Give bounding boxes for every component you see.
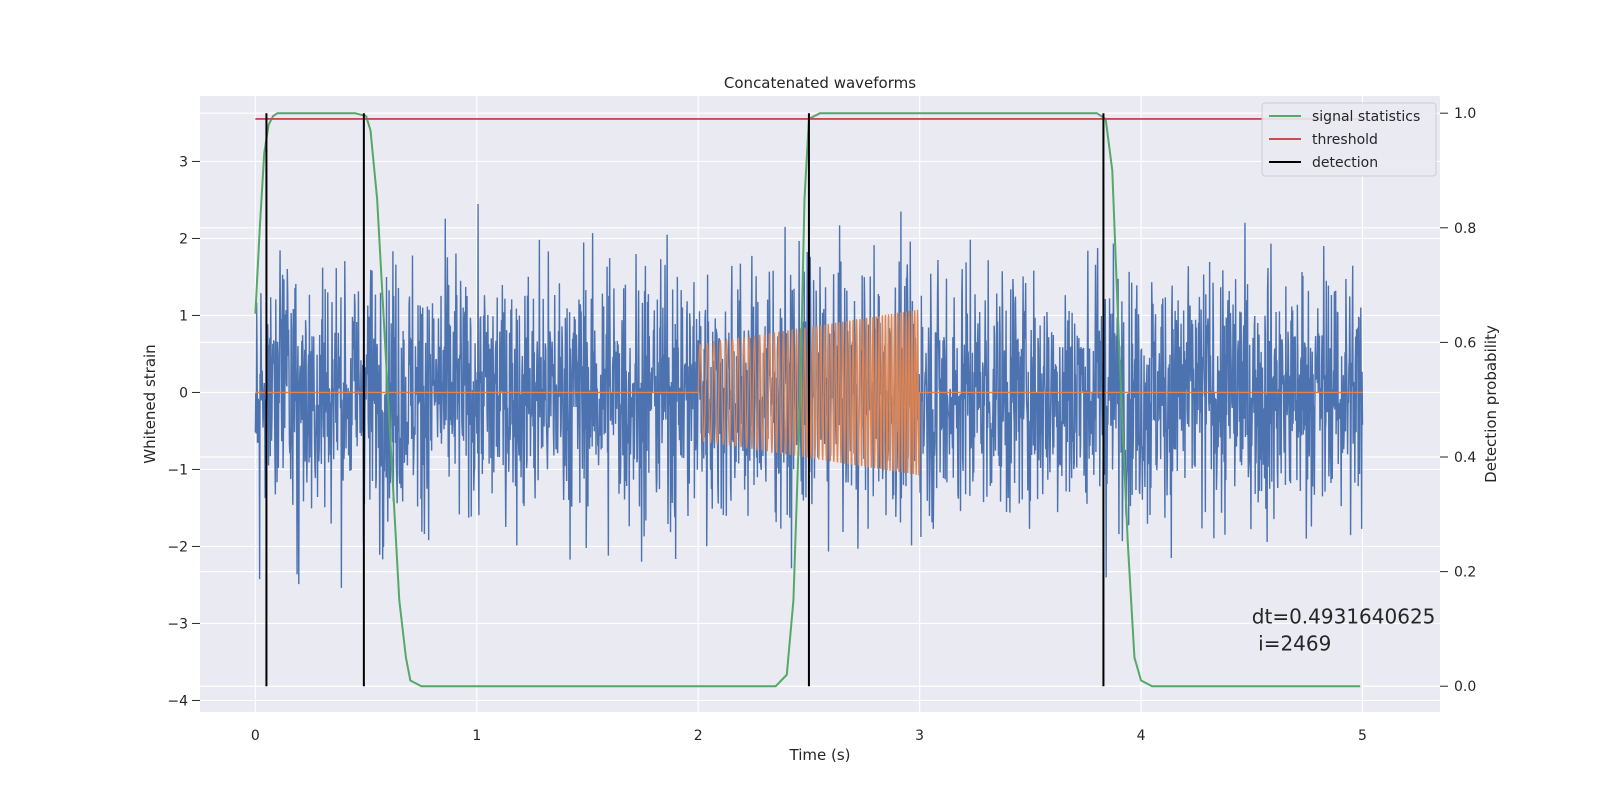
y-tick-label: −2	[167, 539, 188, 555]
annotation-dt: dt=0.4931640625	[1252, 604, 1436, 628]
y2-axis-label: Detection probability	[1482, 325, 1500, 483]
series-signal-statistics-line	[254, 112, 1361, 688]
legend-label-threshold: threshold	[1312, 132, 1378, 148]
y2-axis: 0.0 0.2 0.4 0.6 0.8 1.0	[1440, 106, 1476, 695]
legend-box	[1261, 102, 1437, 177]
legend-label-detection: detection	[1312, 155, 1378, 171]
y2-tick-label: 0.6	[1454, 335, 1476, 351]
series-layer	[254, 112, 1364, 688]
y-tick-label: −3	[167, 616, 188, 632]
y-tick-label: −4	[167, 693, 188, 709]
chart-title: Concatenated waveforms	[724, 74, 916, 92]
legend: signal statistics threshold detection	[1261, 102, 1437, 177]
y2-tick-label: 0.2	[1454, 565, 1476, 581]
x-tick-label: 5	[1358, 728, 1367, 744]
y2-tick-label: 0.0	[1454, 679, 1476, 695]
y-axis-label: Whitened strain	[141, 344, 159, 463]
annotation-index: i=2469	[1252, 631, 1332, 655]
x-axis-label: Time (s)	[789, 746, 851, 764]
y-tick-label: −1	[167, 462, 188, 478]
legend-label-signal-statistics: signal statistics	[1312, 109, 1420, 125]
y2-tick-label: 0.4	[1454, 450, 1476, 466]
y2-tick-label: 1.0	[1454, 106, 1476, 122]
y-tick-label: 2	[179, 231, 188, 247]
x-tick-label: 2	[694, 728, 703, 744]
y-tick-label: 0	[179, 385, 188, 401]
plot-area	[254, 112, 1364, 688]
x-axis: 0 1 2 3 4 5	[251, 728, 1367, 744]
y-axis: −4 −3 −2 −1 0 1 2 3	[167, 154, 200, 709]
x-tick-label: 3	[915, 728, 924, 744]
x-tick-label: 0	[251, 728, 260, 744]
x-tick-label: 4	[1137, 728, 1146, 744]
y-tick-label: 3	[179, 154, 188, 170]
y-tick-label: 1	[179, 308, 188, 324]
y2-tick-label: 0.8	[1454, 221, 1476, 237]
x-tick-label: 1	[472, 728, 481, 744]
